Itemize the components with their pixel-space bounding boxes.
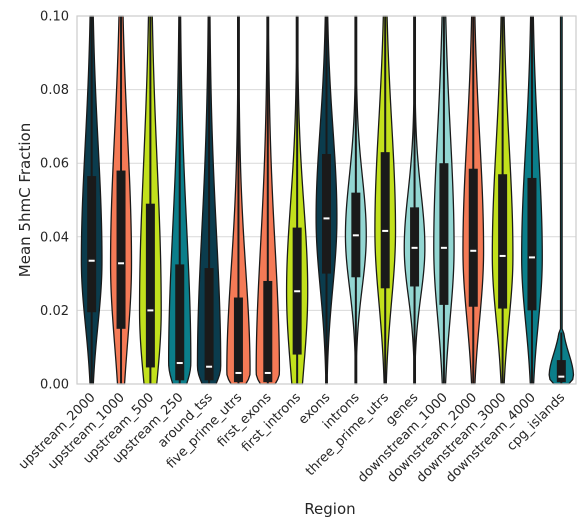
- iqr-box-upstream_250: [175, 264, 185, 381]
- median-downstream_2000: [470, 249, 477, 252]
- median-introns: [352, 234, 359, 237]
- plot-frame: [76, 15, 577, 385]
- iqr-box-exons: [322, 154, 331, 274]
- y-tick-label: 0.10: [40, 10, 69, 25]
- iqr-box-first_exons: [263, 280, 273, 383]
- iqr-box-downstream_2000: [468, 168, 478, 307]
- iqr-box-five_prime_utrs: [233, 297, 243, 383]
- y-axis-label: Mean 5hmC Fraction: [16, 123, 34, 277]
- median-three_prime_utrs: [382, 229, 389, 232]
- median-upstream_2000: [88, 259, 95, 262]
- violin-layer: [80, 15, 575, 385]
- median-downstream_3000: [499, 254, 506, 257]
- x-axis-label: Region: [304, 500, 355, 518]
- y-tick-label: 0.06: [40, 157, 69, 172]
- median-five_prime_utrs: [235, 371, 242, 374]
- median-around_tss: [206, 365, 213, 368]
- y-tick-label: 0.00: [40, 378, 69, 393]
- median-first_introns: [294, 290, 301, 293]
- iqr-box-cpg_islands: [556, 360, 566, 383]
- median-downstream_4000: [528, 256, 535, 259]
- median-genes: [411, 246, 418, 249]
- iqr-box-three_prime_utrs: [380, 152, 390, 289]
- median-exons: [323, 217, 330, 220]
- median-upstream_250: [176, 362, 183, 365]
- median-upstream_500: [147, 309, 154, 312]
- iqr-box-around_tss: [204, 268, 214, 381]
- iqr-box-downstream_3000: [498, 174, 508, 309]
- y-tick-label: 0.04: [40, 230, 69, 245]
- y-tick-label: 0.02: [40, 304, 69, 319]
- y-tick-label: 0.08: [40, 83, 69, 98]
- median-downstream_1000: [440, 246, 447, 249]
- median-first_exons: [264, 371, 271, 374]
- median-upstream_1000: [118, 262, 125, 265]
- iqr-box-downstream_1000: [439, 163, 449, 305]
- y-tick-labels: 0.00 0.02 0.04 0.06 0.08 0.10: [40, 10, 69, 393]
- axes-border: [76, 15, 577, 385]
- iqr-box-downstream_4000: [527, 177, 537, 311]
- median-cpg_islands: [558, 375, 565, 378]
- iqr-box-upstream_1000: [116, 170, 126, 329]
- iqr-box-upstream_2000: [87, 176, 97, 313]
- iqr-box-upstream_500: [145, 203, 155, 368]
